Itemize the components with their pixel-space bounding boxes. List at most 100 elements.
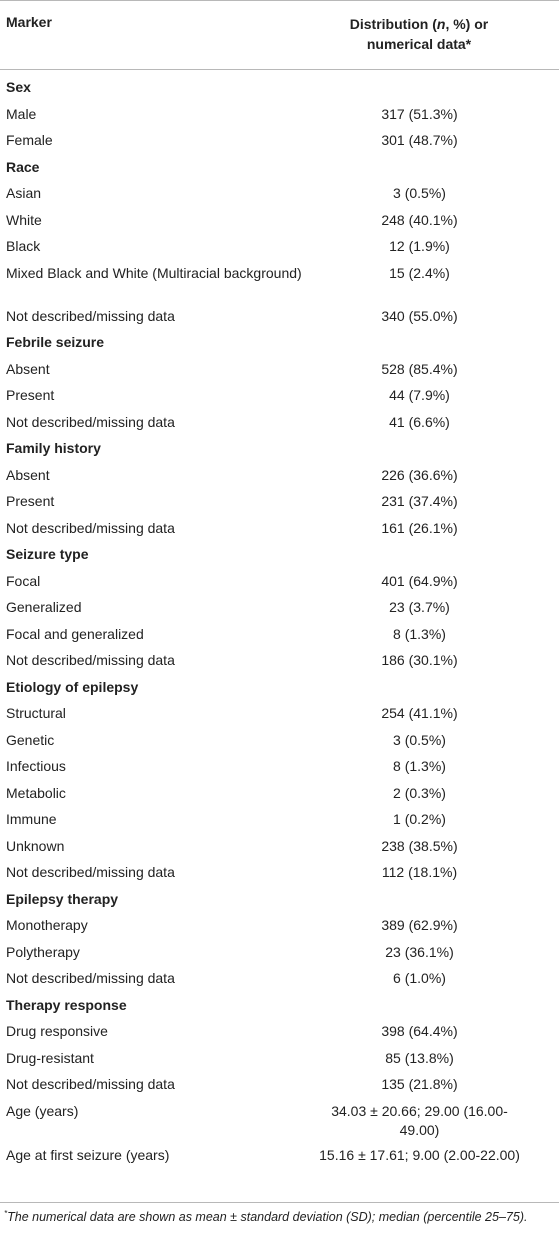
table-row: Present 231 (37.4%) <box>0 488 559 515</box>
header-distribution-n: n <box>436 16 446 32</box>
row-label: Monotherapy <box>6 917 88 933</box>
row-value: 254 (41.1%) <box>381 705 458 721</box>
table-row: Absent 528 (85.4%) <box>0 356 559 383</box>
row-value: 41 (6.6%) <box>389 413 450 430</box>
header-distribution-line2: numerical data* <box>366 36 472 52</box>
table-row: White 248 (40.1%) <box>0 207 559 234</box>
table-row: Female 301 (48.7%) <box>0 127 559 154</box>
row-label: Not described/missing data <box>6 1076 175 1092</box>
row-value: 301 (48.7%) <box>381 132 458 148</box>
footnote-text: The numerical data are shown as mean ± s… <box>7 1210 528 1224</box>
row-label: Drug responsive <box>6 1023 108 1039</box>
section-header-row: Therapy response <box>0 992 559 1019</box>
row-label: Focal and generalized <box>6 625 144 642</box>
row-value: 34.03 ± 20.66; 29.00 (16.00-49.00) <box>331 1102 508 1138</box>
section-label: Race <box>6 158 40 175</box>
table-row: Unknown 238 (38.5%) <box>0 833 559 860</box>
table-top-rule <box>0 0 559 1</box>
table-row: Immune 1 (0.2%) <box>0 806 559 833</box>
table-row: Drug-resistant 85 (13.8%) <box>0 1045 559 1072</box>
row-label: Present <box>6 493 55 509</box>
table-row: Not described/missing data 6 (1.0%) <box>0 965 559 992</box>
row-label: Female <box>6 132 53 148</box>
section-label: Sex <box>6 79 31 95</box>
header-distribution: Distribution (n, %) or numerical data* <box>330 14 508 54</box>
row-label: Polytherapy <box>6 943 80 960</box>
row-value: 15 (2.4%) <box>389 264 450 281</box>
row-label: Not described/missing data <box>6 864 175 880</box>
row-label: Asian <box>6 185 42 201</box>
header-distribution-part1: Distribution ( <box>349 16 437 32</box>
row-value: 44 (7.9%) <box>389 387 450 403</box>
row-value: 317 (51.3%) <box>381 105 458 122</box>
row-value: 112 (18.1%) <box>381 864 458 880</box>
row-value: 3 (0.5%) <box>393 185 446 201</box>
row-value: 2 (0.3%) <box>393 784 446 801</box>
table-bottom-rule <box>0 1202 559 1203</box>
row-value: 401 (64.9%) <box>381 572 458 589</box>
table-row: Age at first seizure (years) 15.16 ± 17.6… <box>0 1142 559 1184</box>
row-label: Generalized <box>6 599 82 615</box>
row-value: 389 (62.9%) <box>381 917 458 933</box>
table-row: Metabolic 2 (0.3%) <box>0 780 559 807</box>
row-value: 528 (85.4%) <box>381 360 458 377</box>
table-row: Present 44 (7.9%) <box>0 382 559 409</box>
section-header-row: Febrile seizure <box>0 329 559 356</box>
header-rule <box>0 69 559 70</box>
row-label: Focal <box>6 572 41 589</box>
table-row: Drug responsive 398 (64.4%) <box>0 1018 559 1045</box>
section-header-row: Sex <box>0 74 559 101</box>
row-value: 6 (1.0%) <box>393 970 446 986</box>
row-label: Immune <box>6 811 57 827</box>
row-label: Genetic <box>6 731 55 748</box>
row-value: 23 (36.1%) <box>385 943 454 960</box>
row-value: 340 (55.0%) <box>381 307 458 324</box>
row-value: 226 (36.6%) <box>381 466 458 483</box>
row-label: Not described/missing data <box>6 652 175 668</box>
row-label: White <box>6 211 42 228</box>
table-row: Not described/missing data 340 (55.0%) <box>0 303 559 330</box>
row-value: 248 (40.1%) <box>381 211 458 228</box>
row-label: Present <box>6 387 55 403</box>
section-header-row: Etiology of epilepsy <box>0 674 559 701</box>
table-row: Focal and generalized 8 (1.3%) <box>0 621 559 648</box>
table-row: Asian 3 (0.5%) <box>0 180 559 207</box>
table-row: Monotherapy 389 (62.9%) <box>0 912 559 939</box>
row-label: Absent <box>6 360 50 377</box>
section-label: Seizure type <box>6 546 89 562</box>
row-label: Infectious <box>6 758 66 774</box>
row-label: Absent <box>6 466 50 483</box>
row-value: 8 (1.3%) <box>393 758 446 774</box>
table-row: Structural 254 (41.1%) <box>0 700 559 727</box>
table-row: Age (years) 34.03 ± 20.66; 29.00 (16.00-4… <box>0 1098 559 1142</box>
row-value: 186 (30.1%) <box>381 652 458 668</box>
section-header-row: Seizure type <box>0 541 559 568</box>
row-label: Structural <box>6 705 66 721</box>
header-marker: Marker <box>6 14 52 30</box>
row-label: Age at first seizure (years) <box>6 1146 170 1163</box>
row-value: 85 (13.8%) <box>385 1049 454 1066</box>
footnote-marker: * <box>4 1208 8 1218</box>
row-label: Not described/missing data <box>6 413 175 430</box>
table-row: Focal 401 (64.9%) <box>0 568 559 595</box>
section-label: Therapy response <box>6 996 127 1013</box>
table-row: Absent 226 (36.6%) <box>0 462 559 489</box>
row-label: Unknown <box>6 837 65 854</box>
row-label: Not described/missing data <box>6 307 175 324</box>
row-label: Black <box>6 238 41 254</box>
table-row: Polytherapy 23 (36.1%) <box>0 939 559 966</box>
row-value: 8 (1.3%) <box>393 625 446 642</box>
section-header-row: Family history <box>0 435 559 462</box>
section-label: Family history <box>6 440 101 456</box>
row-value: 3 (0.5%) <box>393 731 446 748</box>
section-label: Febrile seizure <box>6 334 105 350</box>
table-row: Genetic 3 (0.5%) <box>0 727 559 754</box>
table-row: Not described/missing data 186 (30.1%) <box>0 647 559 674</box>
row-value: 15.16 ± 17.61; 9.00 (2.00-22.00) <box>319 1146 520 1163</box>
table-row: Infectious 8 (1.3%) <box>0 753 559 780</box>
table-row: Male 317 (51.3%) <box>0 101 559 128</box>
section-header-row: Epilepsy therapy <box>0 886 559 913</box>
table-row: Not described/missing data 161 (26.1%) <box>0 515 559 542</box>
row-label: Age (years) <box>6 1102 79 1119</box>
